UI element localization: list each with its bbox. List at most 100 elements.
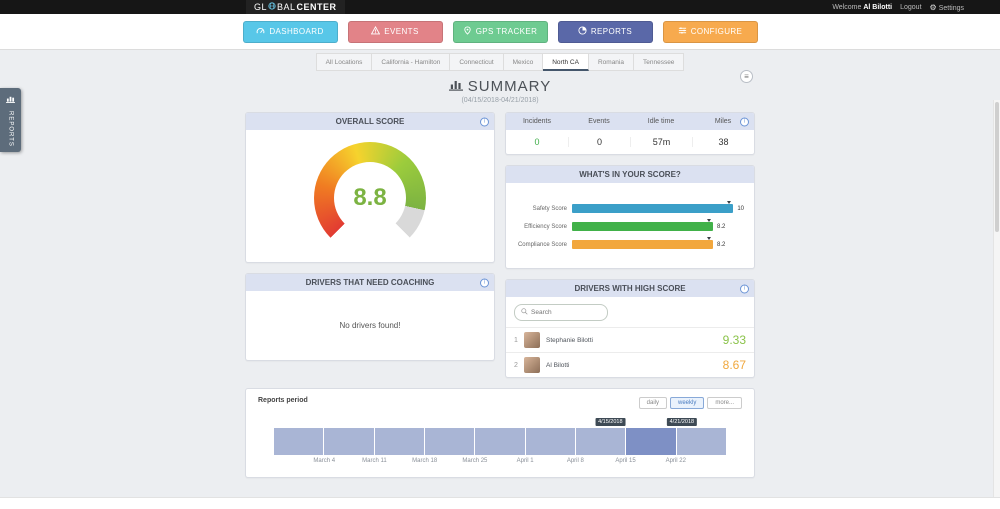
nav-gps-tracker-button[interactable]: GPS TRACKER [452, 20, 548, 43]
logo-text-suffix: CENTER [296, 2, 337, 12]
avatar [524, 357, 540, 373]
tab-connecticut[interactable]: Connecticut [450, 53, 504, 71]
driver-rank: 2 [514, 361, 518, 369]
driver-score: 9.33 [722, 333, 746, 347]
map-pin-icon [463, 26, 472, 37]
dashboard-icon [256, 26, 265, 37]
score-breakdown-title: WHAT'S IN YOUR SCORE? [579, 170, 681, 179]
timeline-x-label: March 25 [462, 458, 488, 464]
timeline-x-label: April 1 [516, 458, 534, 464]
timeline-week-cell[interactable] [274, 428, 324, 455]
logo-text-mid: BAL [277, 2, 296, 12]
stat-col-events: Events [588, 118, 610, 125]
score-bar [572, 219, 714, 231]
reports-period-chart: 4/15/2018 4/21/2018 March 4 March 11 March… [274, 418, 726, 467]
more-button[interactable]: more... [707, 397, 742, 409]
info-icon[interactable] [740, 284, 749, 293]
tab-romania[interactable]: Romania [588, 53, 634, 71]
overall-score-value: 8.8 [353, 184, 387, 211]
overall-score-title: OVERALL SCORE [335, 117, 405, 126]
score-breakdown-card: WHAT'S IN YOUR SCORE? Safety Score 10 Ef… [505, 165, 755, 269]
side-tab-label: REPORTS [7, 111, 14, 147]
welcome-text: Welcome Al Bilotti [832, 3, 893, 11]
score-row-efficiency: Efficiency Score 8.2 [510, 219, 744, 231]
logo[interactable]: GL BAL CENTER [246, 0, 345, 14]
timeline-week-cell[interactable] [575, 428, 626, 455]
reports-side-tab[interactable]: REPORTS [0, 88, 21, 152]
stat-value-events: 0 [568, 137, 630, 147]
score-label: Safety Score [532, 205, 567, 212]
stats-card: Incidents Events Idle time Miles 0 0 57m… [505, 112, 755, 155]
bar-chart-icon [6, 95, 15, 106]
chart-icon [448, 78, 463, 95]
info-icon[interactable] [740, 117, 749, 126]
nav-configure-button[interactable]: CONFIGURE [662, 20, 758, 43]
footer-strip [0, 497, 1000, 509]
stat-value-miles: 38 [692, 137, 754, 147]
reports-period-card: Reports period daily weekly more... 4/15… [245, 388, 755, 478]
reports-period-title: Reports period [258, 397, 308, 404]
timeline-week-cell[interactable] [324, 428, 374, 455]
info-icon[interactable] [480, 117, 489, 126]
driver-name: Stephanie Bilotti [546, 336, 593, 344]
timeline-x-label: March 4 [313, 458, 336, 464]
timeline-x-label: April 22 [665, 458, 686, 464]
timeline-band[interactable] [274, 428, 726, 455]
timeline-week-cell[interactable] [475, 428, 525, 455]
timeline-x-label: March 18 [412, 458, 438, 464]
weekly-button[interactable]: weekly [669, 397, 705, 409]
timeline-week-cell[interactable] [374, 428, 424, 455]
tab-tennessee[interactable]: Tennessee [633, 53, 685, 71]
warning-icon [371, 25, 381, 37]
timeline-week-cell[interactable] [626, 428, 676, 455]
score-row-safety: Safety Score 10 [510, 201, 744, 213]
page-title: SUMMARY [448, 78, 551, 95]
stat-value-incidents: 0 [534, 137, 540, 147]
tab-california-hamilton[interactable]: California - Hamilton [372, 53, 451, 71]
globe-icon [268, 2, 276, 12]
timeline-week-cell[interactable] [424, 428, 475, 455]
tab-mexico[interactable]: Mexico [503, 53, 544, 71]
score-value: 8.2 [717, 223, 726, 230]
stat-col-idle-time: Idle time [647, 118, 675, 125]
info-icon[interactable] [480, 278, 489, 287]
overall-score-gauge: 8.8 [314, 142, 426, 254]
export-menu-icon[interactable] [740, 70, 753, 83]
nav-events-button[interactable]: EVENTS [347, 20, 443, 43]
logout-link[interactable]: Logout [900, 3, 922, 11]
timeline-x-label: April 8 [566, 458, 584, 464]
settings-button[interactable]: Settings [930, 3, 964, 12]
tab-north-ca[interactable]: North CA [543, 53, 589, 71]
nav-reports-button[interactable]: REPORTS [557, 20, 653, 43]
page-subtitle: (04/15/2018-04/21/2018) [461, 97, 539, 104]
score-bar [572, 237, 714, 249]
driver-row-al[interactable]: 2 Al Bilotti 8.67 [506, 352, 754, 377]
nav-dashboard-button[interactable]: DASHBOARD [242, 20, 338, 43]
tab-all-locations[interactable]: All Locations [315, 53, 373, 71]
timeline-x-label: April 15 [615, 458, 636, 464]
search-icon [521, 307, 528, 318]
driver-score: 8.67 [722, 358, 746, 372]
score-label: Efficiency Score [524, 223, 567, 230]
daily-button[interactable]: daily [638, 397, 667, 409]
timeline-labels: March 4 March 11 March 18 March 25 April 1 Ap… [274, 458, 726, 467]
timeline-week-cell[interactable] [676, 428, 726, 455]
timeline-week-cell[interactable] [525, 428, 575, 455]
scrollbar-thumb[interactable] [995, 102, 999, 232]
search-input[interactable] [531, 309, 603, 316]
stat-value-idle-time: 57m [630, 137, 692, 147]
score-bar [572, 201, 734, 213]
driver-row-stephanie[interactable]: 1 Stephanie Bilotti 9.33 [506, 327, 754, 352]
score-label: Compliance Score [517, 241, 567, 248]
username: Al Bilotti [863, 3, 893, 11]
driver-search [514, 304, 608, 321]
gear-icon [930, 5, 939, 12]
avatar [524, 332, 540, 348]
stat-col-incidents: Incidents [522, 118, 552, 125]
coaching-card: DRIVERS THAT NEED COACHING No drivers fo… [245, 273, 495, 361]
score-value: 10 [737, 205, 744, 212]
overall-score-card: OVERALL SCORE 8.8 [245, 112, 495, 263]
coaching-title: DRIVERS THAT NEED COACHING [305, 278, 435, 287]
score-value: 8.2 [717, 241, 726, 248]
